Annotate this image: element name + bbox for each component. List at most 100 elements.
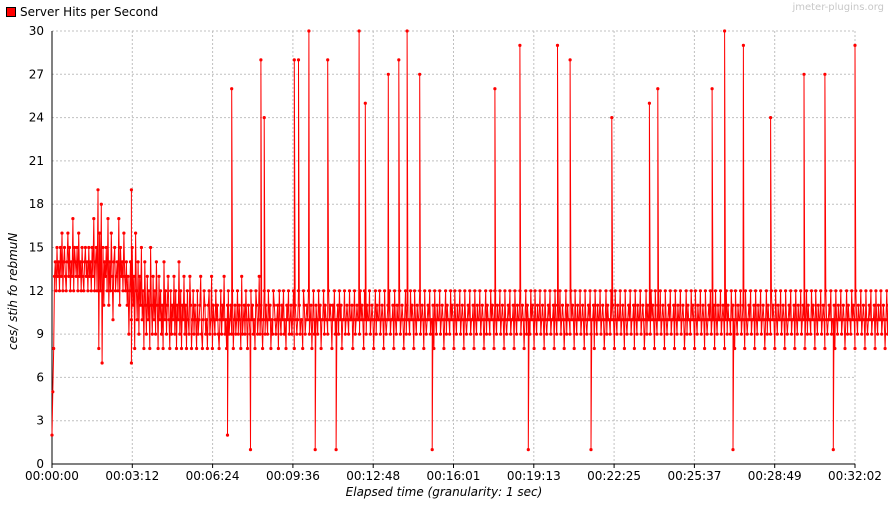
- data-point: [824, 289, 827, 292]
- data-point: [72, 289, 75, 292]
- data-point: [238, 318, 241, 321]
- data-point: [201, 347, 204, 350]
- y-tick-label: 18: [29, 197, 44, 211]
- data-point: [223, 333, 226, 336]
- data-point: [103, 260, 106, 263]
- data-point: [822, 304, 825, 307]
- data-point: [323, 333, 326, 336]
- data-point: [716, 333, 719, 336]
- data-point: [365, 304, 368, 307]
- data-point: [182, 275, 185, 278]
- data-point: [167, 275, 170, 278]
- data-point: [178, 333, 181, 336]
- data-point: [140, 246, 143, 249]
- data-point: [293, 347, 296, 350]
- data-point: [807, 304, 810, 307]
- data-point: [401, 304, 404, 307]
- data-point: [337, 333, 340, 336]
- data-point: [606, 304, 609, 307]
- data-point: [358, 29, 361, 32]
- data-point: [654, 289, 657, 292]
- data-point: [696, 304, 699, 307]
- data-point: [321, 318, 324, 321]
- data-point: [208, 333, 211, 336]
- data-point: [696, 333, 699, 336]
- data-point: [507, 304, 510, 307]
- data-point: [132, 304, 135, 307]
- data-point: [263, 289, 266, 292]
- data-point: [126, 304, 129, 307]
- data-point: [472, 304, 475, 307]
- data-point: [105, 246, 108, 249]
- data-point: [249, 289, 252, 292]
- data-point: [175, 347, 178, 350]
- data-point: [820, 333, 823, 336]
- data-point: [257, 318, 260, 321]
- data-point: [840, 333, 843, 336]
- data-point: [60, 275, 63, 278]
- data-point: [138, 275, 141, 278]
- data-point: [646, 304, 649, 307]
- data-point: [110, 232, 113, 235]
- data-point: [846, 333, 849, 336]
- data-point: [182, 318, 185, 321]
- data-point: [121, 260, 124, 263]
- data-point: [119, 246, 122, 249]
- data-point: [152, 275, 155, 278]
- data-point: [264, 304, 267, 307]
- data-point: [92, 217, 95, 220]
- data-point: [130, 188, 133, 191]
- data-point: [676, 304, 679, 307]
- data-point: [344, 333, 347, 336]
- data-point: [62, 260, 65, 263]
- data-point: [599, 289, 602, 292]
- data-point: [334, 333, 337, 336]
- data-point: [324, 304, 327, 307]
- data-point: [350, 304, 353, 307]
- data-point: [358, 333, 361, 336]
- data-point: [59, 246, 62, 249]
- data-point: [736, 333, 739, 336]
- data-point: [216, 304, 219, 307]
- data-point: [206, 347, 209, 350]
- data-point: [243, 333, 246, 336]
- data-point: [147, 318, 150, 321]
- data-point: [712, 304, 715, 307]
- data-point: [300, 318, 303, 321]
- data-point: [604, 318, 607, 321]
- data-point: [833, 304, 836, 307]
- data-point: [214, 289, 217, 292]
- data-point: [116, 289, 119, 292]
- data-point: [462, 347, 465, 350]
- x-tick-label: 00:06:24: [186, 469, 240, 483]
- data-point: [489, 289, 492, 292]
- data-point: [720, 333, 723, 336]
- data-point: [261, 347, 264, 350]
- data-point: [198, 304, 201, 307]
- data-point: [794, 289, 797, 292]
- data-point: [416, 304, 419, 307]
- data-point: [125, 260, 128, 263]
- data-point: [870, 333, 873, 336]
- data-point: [465, 333, 468, 336]
- data-point: [115, 275, 118, 278]
- data-point: [229, 304, 232, 307]
- watermark: jmeter-plugins.org: [792, 2, 884, 13]
- data-point: [516, 304, 519, 307]
- data-point: [435, 333, 438, 336]
- data-point: [136, 318, 139, 321]
- data-point: [619, 289, 622, 292]
- data-point: [665, 333, 668, 336]
- data-point: [186, 289, 189, 292]
- data-point: [535, 333, 538, 336]
- data-point: [433, 289, 436, 292]
- data-point: [343, 289, 346, 292]
- data-point: [305, 304, 308, 307]
- data-point: [747, 304, 750, 307]
- data-point: [205, 318, 208, 321]
- legend-label: Server Hits per Second: [20, 5, 158, 19]
- data-point: [193, 304, 196, 307]
- data-point: [148, 347, 151, 350]
- data-point: [523, 318, 526, 321]
- data-point: [255, 304, 258, 307]
